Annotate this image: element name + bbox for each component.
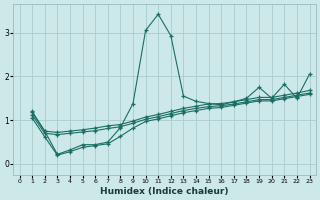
X-axis label: Humidex (Indice chaleur): Humidex (Indice chaleur) — [100, 187, 229, 196]
